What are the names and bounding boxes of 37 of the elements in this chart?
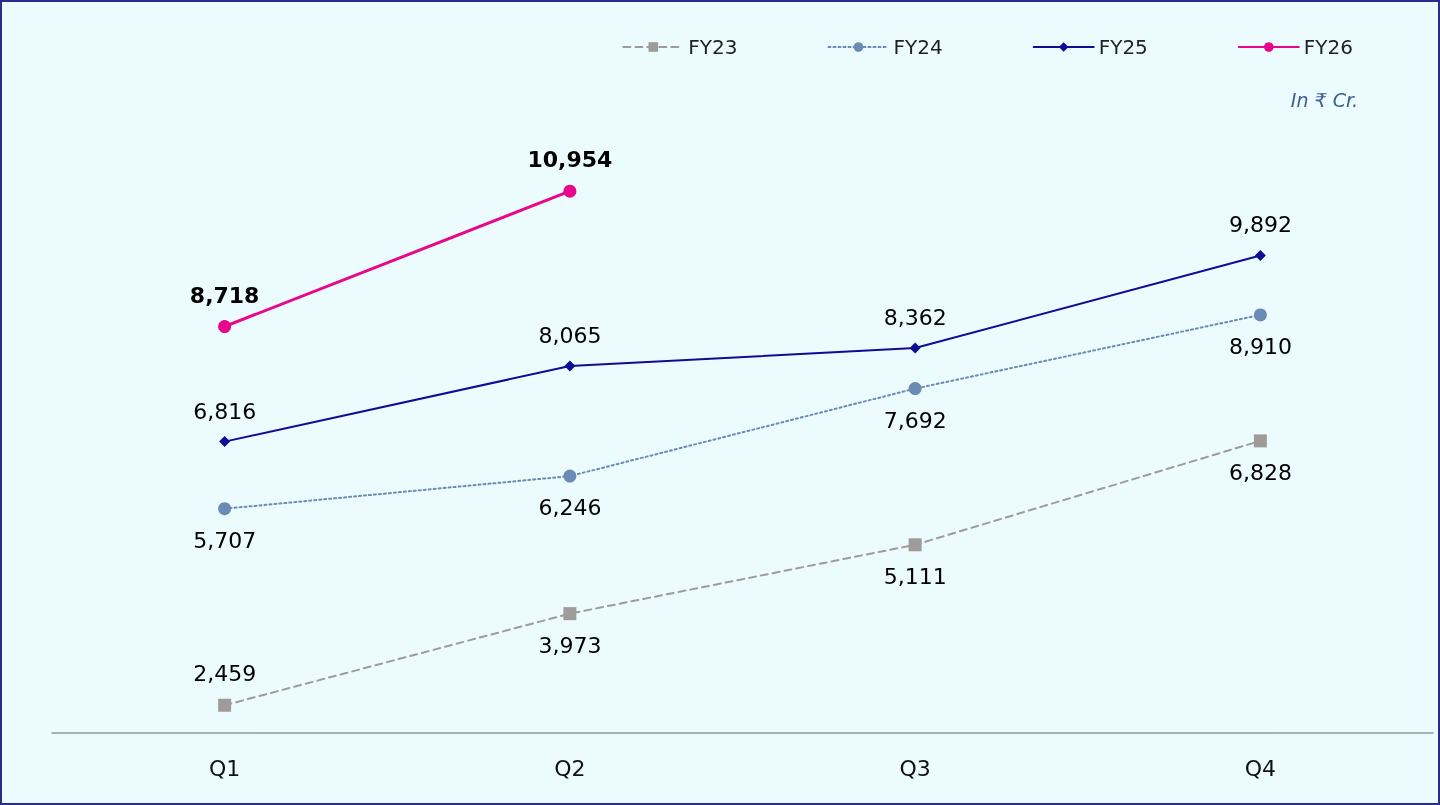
- data-label: 2,459: [193, 661, 257, 687]
- point: [218, 698, 232, 712]
- data-label: 10,954: [527, 147, 613, 173]
- data-label: 6,816: [193, 398, 257, 424]
- point: [219, 436, 231, 448]
- data-label: 7,692: [883, 407, 947, 433]
- data-label: 5,111: [883, 563, 947, 589]
- x-tick-label: Q1: [208, 755, 241, 781]
- data-label: 6,828: [1228, 459, 1292, 485]
- legend-label: FY24: [893, 35, 943, 59]
- x-tick-label: Q4: [1244, 755, 1277, 781]
- x-tick-label: Q2: [554, 755, 586, 781]
- point: [563, 469, 577, 483]
- data-label: 8,362: [883, 305, 947, 331]
- point: [218, 502, 232, 516]
- point: [564, 360, 576, 372]
- data-label: 8,718: [189, 282, 260, 308]
- data-label: 8,910: [1228, 333, 1292, 359]
- data-label: 8,065: [538, 323, 602, 349]
- point: [218, 320, 232, 334]
- legend-label: FY25: [1098, 35, 1148, 59]
- text: In ₹ Cr.: [1290, 88, 1358, 111]
- point: [909, 342, 921, 354]
- data-label: 3,973: [538, 632, 602, 658]
- legend-label: FY26: [1303, 35, 1353, 59]
- point: [908, 538, 922, 552]
- legend-label: FY23: [688, 35, 738, 59]
- x-tick-label: Q3: [899, 755, 931, 781]
- data-label: 5,707: [193, 527, 257, 553]
- point: [563, 184, 577, 198]
- data-label: 6,246: [538, 495, 602, 521]
- data-label: 9,892: [1228, 212, 1292, 238]
- point: [1254, 249, 1266, 261]
- point: [1253, 434, 1267, 448]
- point: [1253, 308, 1267, 322]
- point: [563, 607, 577, 621]
- point: [908, 382, 922, 396]
